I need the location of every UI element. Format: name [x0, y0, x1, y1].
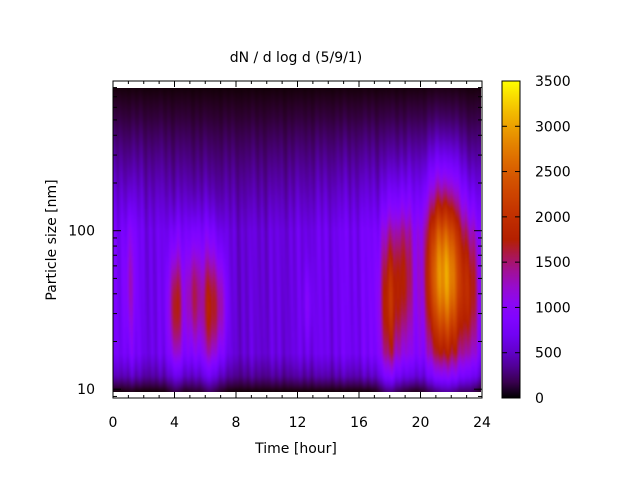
x-tick-label: 16: [350, 415, 368, 431]
x-tick-label: 12: [289, 415, 307, 431]
y-axis: 10 100: [68, 87, 482, 398]
colorbar-tick-label: 500: [535, 346, 562, 362]
x-tick-label: 0: [109, 415, 118, 431]
y-tick-label: 100: [68, 224, 95, 240]
colorbar-gradient: [501, 80, 521, 399]
colorbar: 0 500 1000 1500 2000 2500 3000 3500: [501, 74, 571, 407]
y-axis-label: Particle size [nm]: [44, 179, 60, 300]
colorbar-tick-label: 3500: [535, 74, 571, 90]
x-tick-label: 24: [473, 415, 491, 431]
x-axis: 0 4 8 12 16 20 24: [109, 81, 491, 431]
heatmap-image: [113, 88, 481, 392]
colorbar-tick-label: 2500: [535, 165, 571, 181]
y-tick-label: 10: [77, 382, 95, 398]
colorbar-tick-label: 1500: [535, 255, 571, 271]
colorbar-tick-label: 1000: [535, 300, 571, 316]
x-tick-label: 4: [170, 415, 179, 431]
colorbar-tick-label: 0: [535, 391, 544, 407]
colorbar-tick-label: 2000: [535, 210, 571, 226]
colorbar-ticks: 0 500 1000 1500 2000 2500 3000 3500: [502, 74, 571, 407]
colorbar-tick-label: 3000: [535, 119, 571, 135]
x-axis-label: Time [hour]: [254, 441, 337, 457]
x-tick-label: 20: [412, 415, 430, 431]
x-tick-label: 8: [232, 415, 241, 431]
chart-title: dN / d log d (5/9/1): [230, 50, 363, 66]
plot-area: [112, 80, 483, 399]
